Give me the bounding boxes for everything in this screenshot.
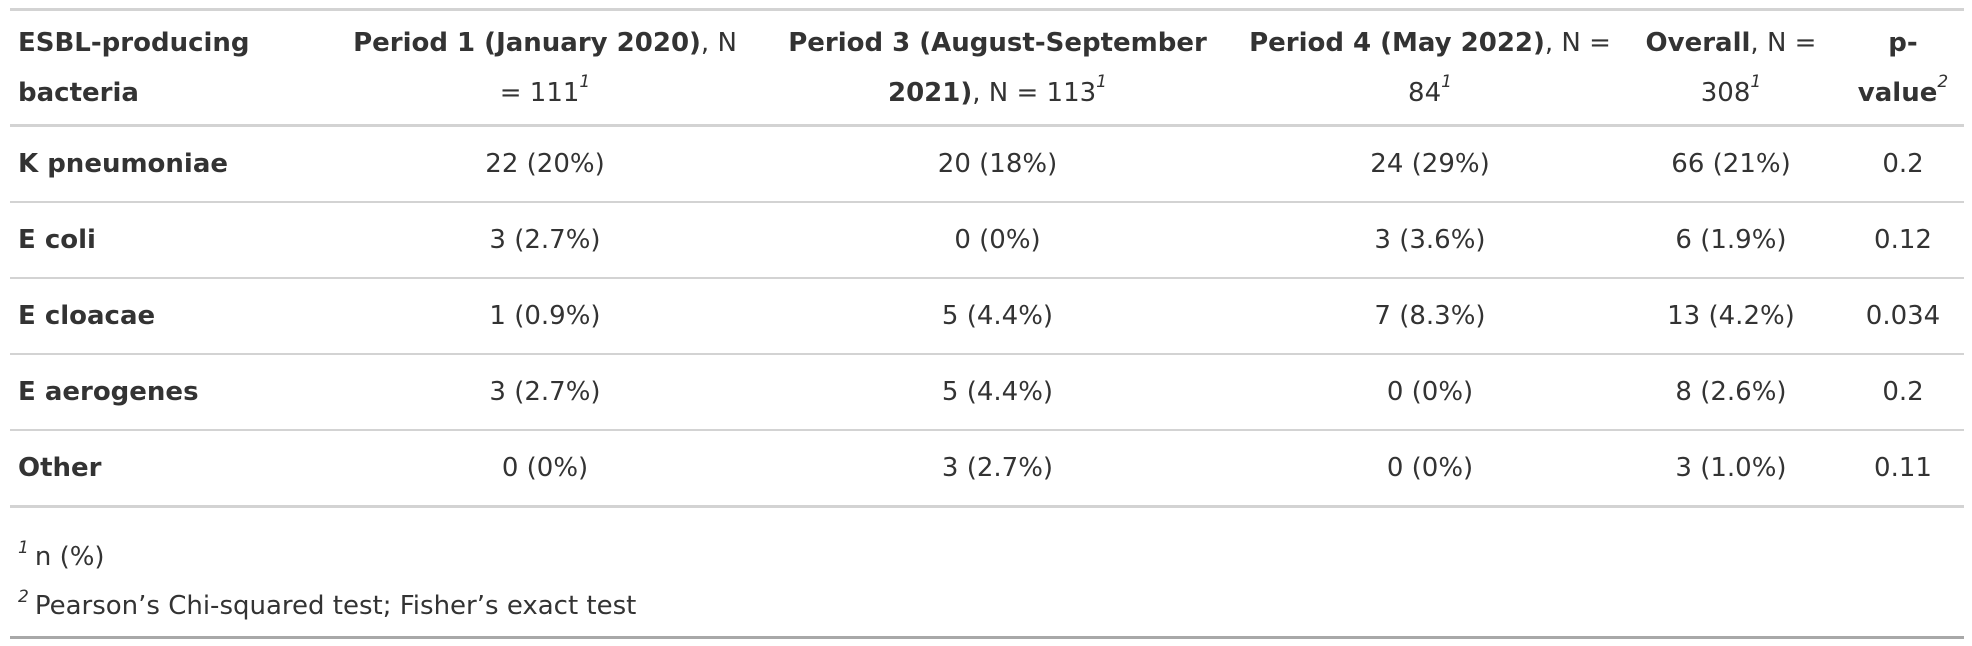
footnote-text: n (%) xyxy=(34,542,105,572)
cell-overall: 13 (4.2%) xyxy=(1667,301,1795,331)
cell-p-value: 0.11 xyxy=(1874,453,1932,483)
cell-period-4: 0 (0%) xyxy=(1386,453,1474,483)
footnote-marker: 1 xyxy=(1750,71,1762,92)
footnote-marker: 1 xyxy=(18,538,29,558)
row-label: E cloacae xyxy=(18,301,156,331)
cell-period-3: 5 (4.4%) xyxy=(941,301,1054,331)
row-label: E aerogenes xyxy=(18,377,199,407)
footnote-2: 2 Pearson’s Chi-squared test; Fisher’s ex… xyxy=(10,576,1964,639)
cell-period-4: 7 (8.3%) xyxy=(1374,301,1486,331)
footnote-marker: 1 xyxy=(1096,71,1107,92)
summary-table-container: ESBL-producing bacteria Period 1 (Januar… xyxy=(10,8,1964,639)
cell-overall: 66 (21%) xyxy=(1671,149,1791,179)
cell-period-1: 3 (2.7%) xyxy=(489,225,601,255)
cell-p-value: 0.2 xyxy=(1882,377,1924,407)
cell-period-1: 3 (2.7%) xyxy=(489,377,601,407)
table-row-k-pneumoniae: K pneumoniae 22 (20%) 20 (18%) 24 (29%) … xyxy=(10,126,1964,202)
cell-overall: 8 (2.6%) xyxy=(1675,377,1787,407)
cell-period-1: 22 (20%) xyxy=(485,149,605,179)
cell-p-value: 0.12 xyxy=(1874,225,1932,255)
cell-p-value: 0.2 xyxy=(1882,149,1924,179)
cell-period-3: 20 (18%) xyxy=(937,149,1058,179)
cell-period-1: 1 (0.9%) xyxy=(489,301,601,331)
cell-period-4: 0 (0%) xyxy=(1386,377,1474,407)
cell-overall: 3 (1.0%) xyxy=(1675,453,1787,483)
cell-period-3: 5 (4.4%) xyxy=(941,377,1054,407)
cell-period-4: 24 (29%) xyxy=(1370,149,1490,179)
esbl-summary-table: ESBL-producing bacteria Period 1 (Januar… xyxy=(10,8,1964,639)
cell-p-value: 0.034 xyxy=(1865,301,1941,331)
cell-period-4: 3 (3.6%) xyxy=(1374,225,1486,255)
table-header-row: ESBL-producing bacteria Period 1 (Januar… xyxy=(10,9,1964,126)
column-header-period-4: Period 4 (May 2022), N = 841 xyxy=(1249,27,1611,108)
cell-period-3: 0 (0%) xyxy=(954,225,1041,255)
footnote-marker: 1 xyxy=(1441,71,1452,92)
footnote-marker: 1 xyxy=(579,71,591,92)
column-header-period-3: Period 3 (August-September 2021), N = 11… xyxy=(788,27,1207,108)
footnote-row: 2 Pearson’s Chi-squared test; Fisher’s ex… xyxy=(10,576,1964,639)
row-label: Other xyxy=(18,453,102,483)
cell-overall: 6 (1.9%) xyxy=(1675,225,1787,255)
table-row-e-coli: E coli 3 (2.7%) 0 (0%) 3 (3.6%) 6 (1.9%)… xyxy=(10,202,1964,278)
table-row-e-cloacae: E cloacae 1 (0.9%) 5 (4.4%) 7 (8.3%) 13 … xyxy=(10,278,1964,354)
row-label: E coli xyxy=(18,225,96,255)
column-header-period-1: Period 1 (January 2020), N = 1111 xyxy=(353,27,737,108)
row-label: K pneumoniae xyxy=(18,149,229,179)
cell-period-1: 0 (0%) xyxy=(501,453,589,483)
footnote-marker: 2 xyxy=(18,587,29,607)
column-header-bacteria: ESBL-producing bacteria xyxy=(18,27,250,108)
table-row-e-aerogenes: E aerogenes 3 (2.7%) 5 (4.4%) 0 (0%) 8 (… xyxy=(10,354,1964,430)
footnote-marker: 2 xyxy=(1937,71,1949,92)
table-row-other: Other 0 (0%) 3 (2.7%) 0 (0%) 3 (1.0%) 0.… xyxy=(10,430,1964,507)
cell-period-3: 3 (2.7%) xyxy=(941,453,1054,483)
footnote-text: Pearson’s Chi-squared test; Fisher’s exa… xyxy=(34,591,637,621)
column-header-overall: Overall, N = 3081 xyxy=(1645,27,1817,108)
column-header-p-value: p-value2 xyxy=(1857,27,1949,108)
